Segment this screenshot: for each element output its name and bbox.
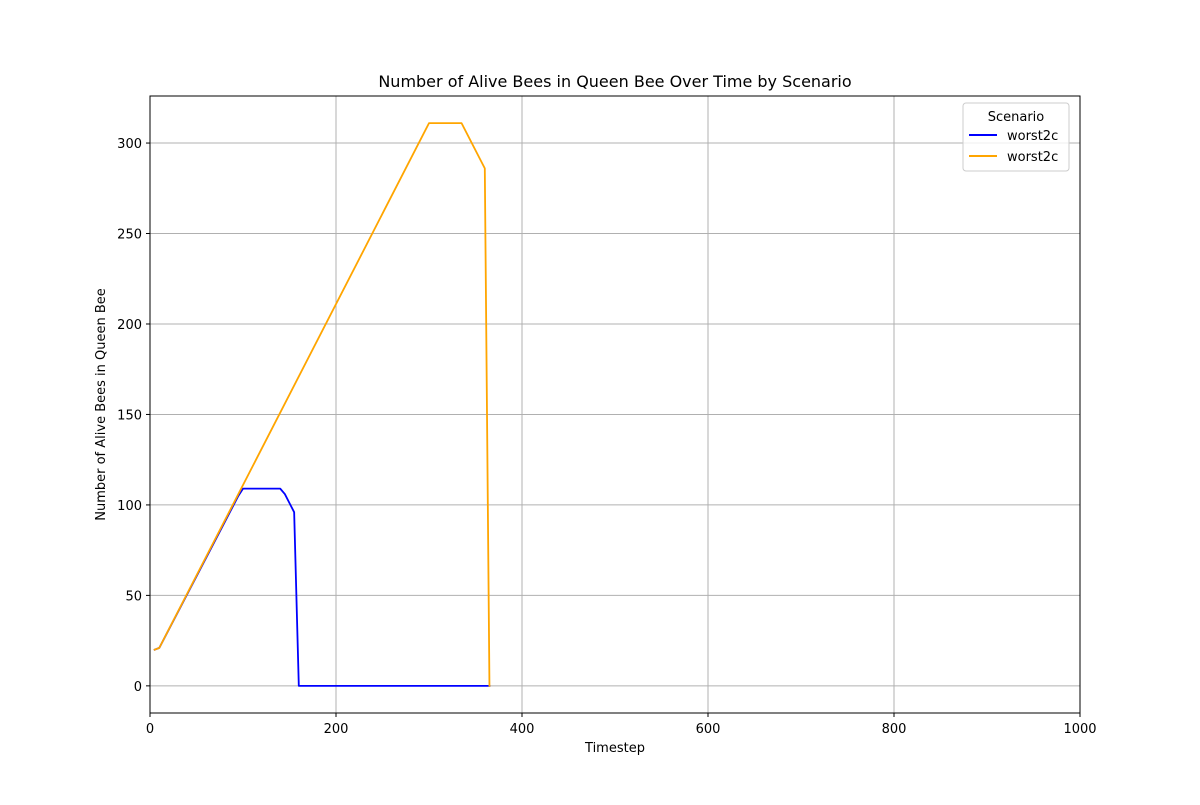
axes-ticks: 0 200 400 600 800 1000 0 50 100 150 200 250 300 bbox=[117, 137, 1096, 737]
legend-label-2: worst2c bbox=[1007, 150, 1058, 165]
y-tick-label: 300 bbox=[117, 137, 142, 152]
legend-title: Scenario bbox=[988, 110, 1045, 125]
y-tick-label: 150 bbox=[117, 408, 142, 423]
chart-title: Number of Alive Bees in Queen Bee Over T… bbox=[378, 72, 851, 91]
x-tick-label: 600 bbox=[696, 722, 721, 737]
legend-label-1: worst2c bbox=[1007, 129, 1058, 144]
y-tick-label: 0 bbox=[134, 680, 142, 695]
x-axis-title: Timestep bbox=[584, 741, 645, 756]
y-tick-label: 50 bbox=[125, 589, 142, 604]
x-tick-label: 200 bbox=[324, 722, 349, 737]
x-tick-label: 800 bbox=[882, 722, 907, 737]
x-tick-label: 1000 bbox=[1063, 722, 1096, 737]
y-tick-label: 100 bbox=[117, 499, 142, 514]
series-line-2 bbox=[153, 122, 491, 687]
plot-frame bbox=[149, 95, 1081, 714]
grid bbox=[149, 96, 1081, 713]
x-tick-label: 0 bbox=[146, 722, 154, 737]
plot-area bbox=[153, 122, 491, 687]
x-tick-label: 400 bbox=[510, 722, 535, 737]
y-axis-title: Number of Alive Bees in Queen Bee bbox=[94, 288, 109, 521]
y-tick-label: 200 bbox=[117, 318, 142, 333]
legend-box bbox=[962, 102, 1070, 172]
legend: Scenario worst2c worst2c bbox=[962, 102, 1070, 172]
y-tick-label: 250 bbox=[117, 228, 142, 243]
